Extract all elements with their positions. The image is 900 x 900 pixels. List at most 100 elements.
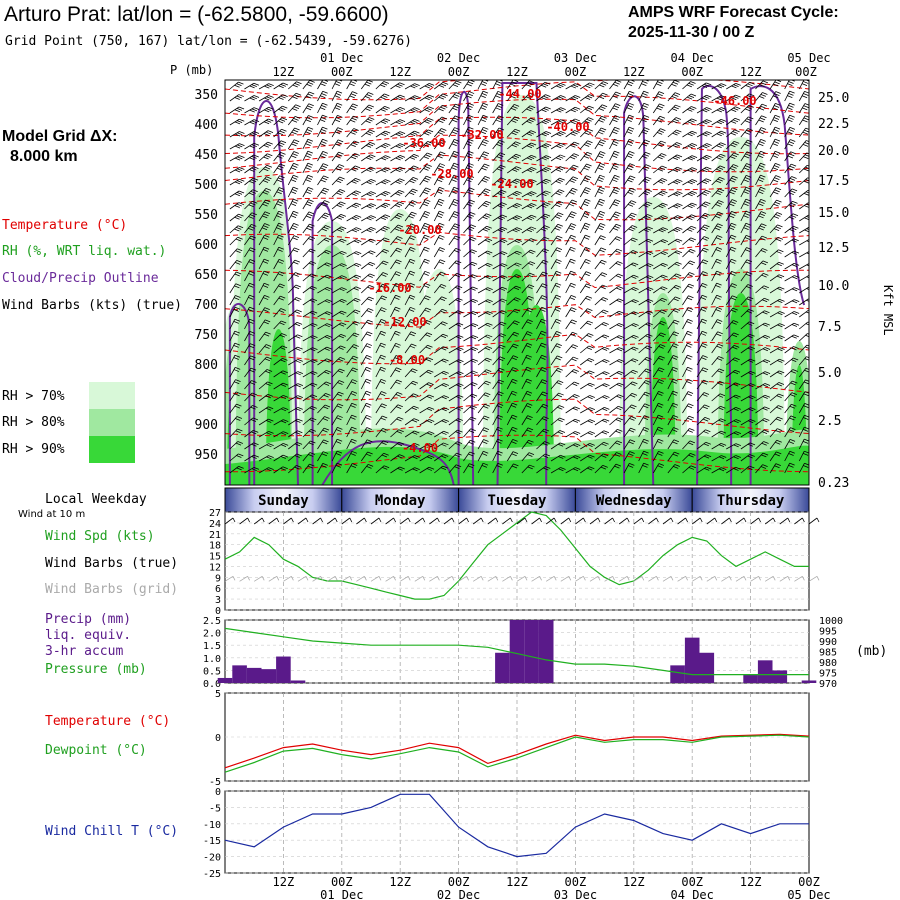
wind-barb [769,347,785,354]
wind-barb [711,211,724,222]
wind-barb [434,321,448,330]
wind-barb [244,343,256,354]
wind-barb [287,92,302,102]
wind-barb-true [312,517,323,525]
wind-barb [360,117,375,126]
pressure-line [224,627,809,676]
wind-barb-true [721,517,732,525]
wind-barb [740,163,752,174]
wind-barb [711,165,726,174]
wind-barb [317,427,330,438]
cloud-outline [696,85,733,485]
wind-barb [755,186,766,198]
wind-barb [477,262,493,270]
wind-barb [492,103,504,114]
wind-barb [477,114,489,126]
wind-barb [273,370,288,378]
wind-barb [521,307,534,318]
wind-barb [565,141,580,150]
wind-true-label: Wind Barbs (true) [45,556,179,571]
wind-barb-true [794,517,805,525]
wind-barb [433,163,446,174]
wind-barb [696,143,712,150]
wind-barb [667,226,683,234]
wind-barb [506,378,518,390]
wind-barb [682,452,696,462]
wind-barb [360,343,373,354]
wind-barb [521,272,535,282]
wind-barb [448,310,463,318]
wind-barb [434,454,449,462]
wind-barb-true [750,517,761,525]
wind-barb [565,344,578,354]
wind-barb [244,82,260,90]
wind-barb [769,286,785,294]
wind-barb [258,258,270,270]
wind-barb [667,402,679,414]
wind-barb [521,439,534,450]
wind-barb [667,366,679,378]
wind-barb [550,282,562,294]
wind-barb [565,431,581,438]
wind-barb [521,226,537,234]
wind-barb [317,393,331,402]
wind-barb [536,271,548,282]
wind-barb [623,439,636,450]
precip-bar [290,680,306,683]
wind-barb [550,430,566,438]
wind-barb [302,187,314,198]
wind-barb [448,371,464,378]
wind-barb [492,189,507,198]
wind-barb [360,319,373,330]
wind-barb [784,275,800,282]
wind-barb [258,406,274,414]
wind-barb [360,390,372,402]
wind-barb [404,130,420,138]
wind-barb [477,392,491,402]
wind-barb [375,167,391,174]
wind-barb [740,383,756,390]
wind-barb [682,190,698,198]
wind-barb [579,246,591,258]
wind-barb [550,177,565,186]
wind-barb [784,213,799,222]
wind-barb [784,200,798,210]
panel-ytick: -20 [203,853,221,864]
wind-barb [463,126,474,138]
wind-barb [609,440,623,450]
wind-barb [696,107,712,114]
wind-barb [798,333,809,342]
wind-barb [521,105,536,114]
wind-barb [463,236,477,246]
wind-barb [346,165,361,174]
wind-barb [390,330,401,342]
wind-barb [463,335,479,342]
wind-barb [638,115,650,126]
wind-barb [638,139,650,150]
wind-barb [594,235,606,246]
date-tick-bottom: 03 Dec [554,888,597,900]
wind-barb [448,260,462,270]
wind-barb [798,426,809,438]
wind-barb [682,143,698,150]
wind-barb [273,407,289,414]
wind-barb [258,381,273,390]
wind-barb [404,211,417,222]
wind-barb-grid [253,575,265,582]
wind-barb [696,119,712,126]
wind-barb [360,427,372,438]
wind-barb-grid [575,575,586,582]
wind-barb [536,367,547,378]
wind-barb [506,297,521,306]
wind-barb [229,354,241,366]
wind-barb [302,298,318,306]
wind-barb [375,440,389,450]
wind-barb [623,200,637,210]
wind-barb-grid [429,575,440,582]
wind-barb [419,357,434,366]
wind-barb-grid [356,575,367,582]
wind-barb [287,247,300,258]
wind-barb [521,261,536,270]
wind-barb [755,115,767,126]
wind-barb [784,114,795,126]
